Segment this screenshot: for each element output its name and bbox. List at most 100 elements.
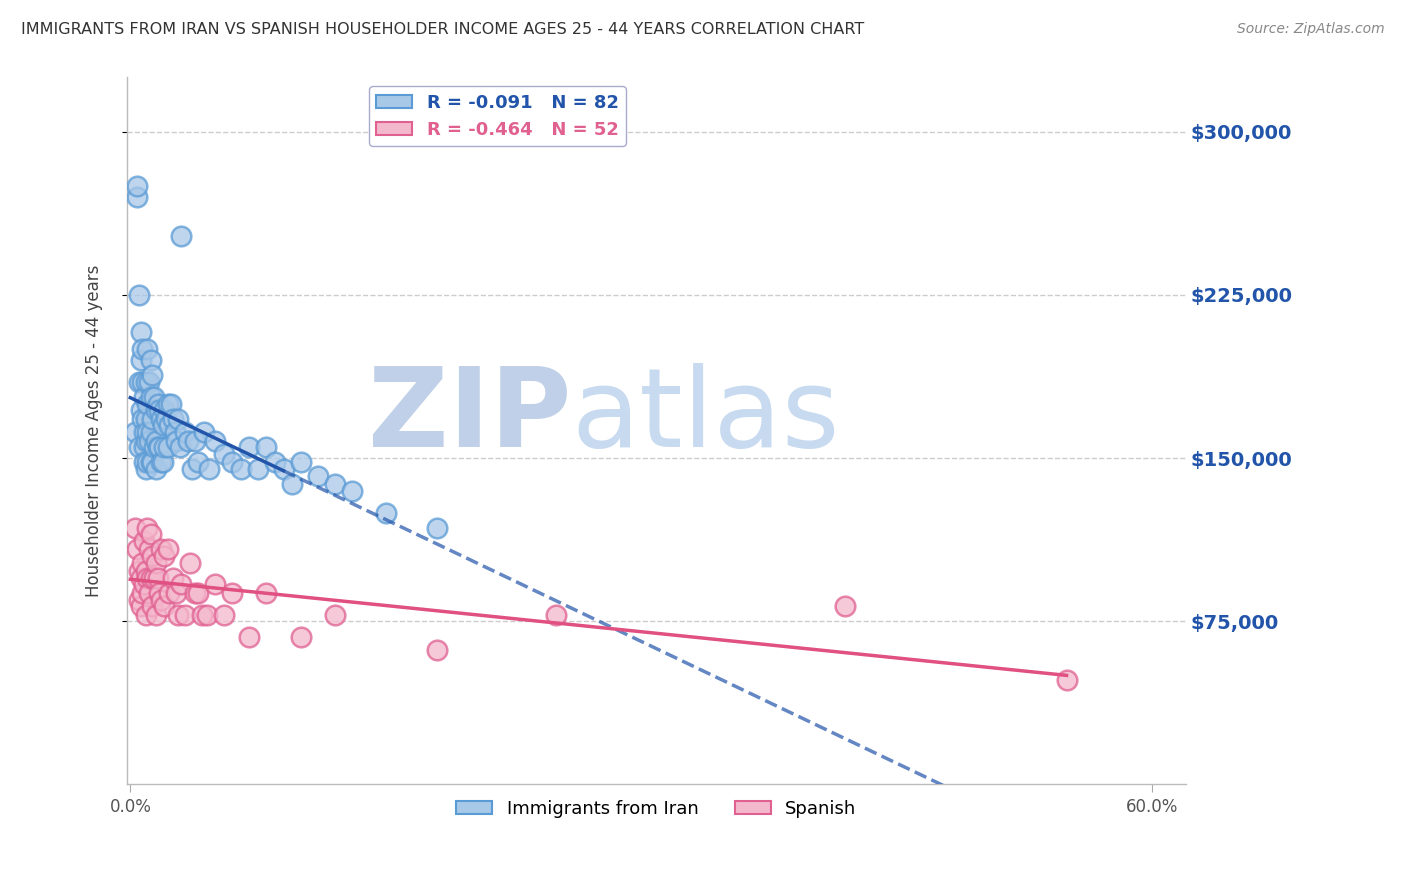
- Point: [128, 440, 150, 454]
- Point: [141, 599, 163, 613]
- Point: [143, 390, 166, 404]
- Point: [148, 586, 170, 600]
- Point: [143, 571, 166, 585]
- Point: [132, 425, 155, 439]
- Point: [162, 412, 184, 426]
- Point: [221, 455, 243, 469]
- Point: [1056, 673, 1078, 687]
- Point: [195, 607, 218, 622]
- Point: [128, 288, 150, 302]
- Point: [129, 353, 152, 368]
- Point: [165, 586, 187, 600]
- Point: [139, 425, 162, 439]
- Point: [149, 542, 172, 557]
- Point: [307, 468, 329, 483]
- Point: [149, 455, 172, 469]
- Point: [177, 434, 200, 448]
- Point: [127, 190, 149, 204]
- Point: [145, 556, 167, 570]
- Y-axis label: Householder Income Ages 25 - 44 years: Householder Income Ages 25 - 44 years: [86, 265, 103, 597]
- Point: [138, 434, 160, 448]
- Point: [180, 462, 202, 476]
- Point: [145, 607, 167, 622]
- Point: [173, 607, 195, 622]
- Point: [135, 412, 157, 426]
- Point: [135, 375, 157, 389]
- Point: [544, 607, 567, 622]
- Point: [129, 571, 152, 585]
- Point: [131, 586, 153, 600]
- Point: [139, 353, 162, 368]
- Point: [148, 440, 170, 454]
- Point: [153, 440, 176, 454]
- Point: [143, 440, 166, 454]
- Point: [136, 425, 159, 439]
- Point: [145, 403, 167, 417]
- Point: [131, 556, 153, 570]
- Point: [204, 577, 226, 591]
- Legend: Immigrants from Iran, Spanish: Immigrants from Iran, Spanish: [449, 792, 863, 825]
- Point: [152, 418, 174, 433]
- Point: [145, 462, 167, 476]
- Point: [138, 542, 160, 557]
- Point: [281, 477, 304, 491]
- Point: [184, 586, 207, 600]
- Point: [156, 542, 179, 557]
- Point: [131, 343, 153, 357]
- Point: [246, 462, 269, 476]
- Point: [160, 397, 183, 411]
- Point: [132, 390, 155, 404]
- Point: [167, 412, 190, 426]
- Point: [165, 434, 187, 448]
- Point: [128, 375, 150, 389]
- Point: [229, 462, 252, 476]
- Point: [264, 455, 287, 469]
- Point: [159, 418, 181, 433]
- Point: [146, 571, 169, 585]
- Point: [187, 455, 209, 469]
- Text: Source: ZipAtlas.com: Source: ZipAtlas.com: [1237, 22, 1385, 37]
- Point: [173, 425, 195, 439]
- Point: [139, 455, 162, 469]
- Point: [290, 455, 312, 469]
- Point: [323, 477, 346, 491]
- Point: [135, 434, 157, 448]
- Point: [131, 375, 153, 389]
- Point: [191, 607, 214, 622]
- Point: [193, 425, 215, 439]
- Point: [136, 521, 159, 535]
- Point: [132, 440, 155, 454]
- Point: [163, 425, 186, 439]
- Point: [136, 571, 159, 585]
- Point: [141, 549, 163, 563]
- Point: [340, 483, 363, 498]
- Point: [153, 403, 176, 417]
- Point: [124, 425, 146, 439]
- Point: [146, 397, 169, 411]
- Point: [290, 630, 312, 644]
- Point: [256, 586, 278, 600]
- Point: [132, 455, 155, 469]
- Point: [139, 571, 162, 585]
- Point: [204, 434, 226, 448]
- Point: [156, 397, 179, 411]
- Point: [221, 586, 243, 600]
- Point: [162, 571, 184, 585]
- Point: [169, 440, 191, 454]
- Point: [135, 462, 157, 476]
- Point: [152, 455, 174, 469]
- Point: [170, 577, 193, 591]
- Text: atlas: atlas: [572, 363, 841, 470]
- Point: [159, 586, 181, 600]
- Point: [197, 462, 219, 476]
- Point: [128, 592, 150, 607]
- Point: [138, 586, 160, 600]
- Point: [256, 440, 278, 454]
- Point: [238, 440, 260, 454]
- Point: [135, 564, 157, 578]
- Point: [156, 440, 179, 454]
- Point: [273, 462, 295, 476]
- Point: [834, 599, 856, 613]
- Point: [128, 564, 150, 578]
- Point: [184, 434, 207, 448]
